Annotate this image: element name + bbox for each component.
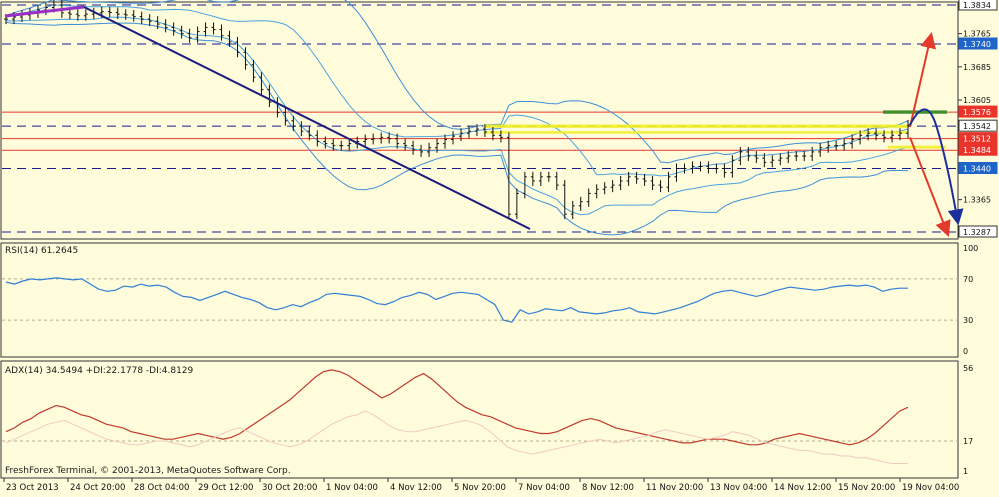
time-label-8: 7 Nov 04:00 xyxy=(518,483,570,493)
downtrend-line xyxy=(83,6,531,230)
green-zone xyxy=(883,110,947,114)
price-box-label-0: 1.3834 xyxy=(963,1,991,10)
rsi-scale-label-2: 30 xyxy=(963,316,973,325)
rsi-scale-label-3: 0 xyxy=(963,347,968,356)
price-box-label-11: 1.3287 xyxy=(963,228,991,237)
yellow-zone-upper xyxy=(483,124,908,128)
price-scale-label-3: 1.3685 xyxy=(963,63,991,72)
price-box-8 xyxy=(958,143,998,156)
rsi-line xyxy=(5,277,908,323)
adx-lines xyxy=(5,369,909,464)
trendlines xyxy=(4,5,531,230)
price-scale-label-10: 1.3365 xyxy=(963,196,991,205)
adx-panel: ADX(14) 34.5494 +DI:22.1778 -DI:4.8129 5… xyxy=(2,364,973,476)
panel-frames xyxy=(0,1,959,479)
forecast-arrow-curve xyxy=(909,108,964,226)
time-label-4: 30 Oct 20:00 xyxy=(262,483,317,493)
price-box-9 xyxy=(958,162,998,175)
adx-series-adx xyxy=(5,369,909,446)
time-label-9: 8 Nov 12:00 xyxy=(582,483,634,493)
time-label-13: 15 Nov 20:00 xyxy=(838,483,895,493)
yellow-zone-right xyxy=(888,145,946,149)
rsi-scale: 100 70 30 0 xyxy=(963,244,978,356)
band-outer-upper xyxy=(5,0,909,164)
price-box-label-7: 1.3512 xyxy=(963,135,991,144)
forecast-arrow-down xyxy=(909,137,951,237)
time-label-2: 28 Oct 04:00 xyxy=(134,483,189,493)
time-label-12: 14 Nov 12:00 xyxy=(774,483,831,493)
price-box-label-8: 1.3484 xyxy=(963,146,991,155)
price-box-6 xyxy=(958,119,998,132)
price-box-label-5: 1.3576 xyxy=(963,108,991,117)
time-label-11: 13 Nov 04:00 xyxy=(710,483,767,493)
price-frame xyxy=(0,1,959,240)
adx-scale-label-1: 17 xyxy=(963,437,973,446)
rsi-scale-label-0: 100 xyxy=(963,244,978,253)
adx-frame xyxy=(0,360,959,479)
price-box-5 xyxy=(958,105,998,118)
adx-scale-label-0: 56 xyxy=(963,364,973,373)
price-bars xyxy=(4,0,910,220)
magenta-trendline xyxy=(4,5,85,18)
adx-series-di_plus xyxy=(5,410,908,464)
time-label-1: 24 Oct 20:00 xyxy=(70,483,125,493)
price-box-11 xyxy=(958,225,998,238)
rsi-frame xyxy=(0,242,959,358)
price-scale-label-1: 1.3765 xyxy=(963,30,991,39)
price-box-label-6: 1.3542 xyxy=(963,122,991,131)
yellow-zone-lower xyxy=(483,131,908,134)
time-label-5: 1 Nov 04:00 xyxy=(326,483,378,493)
price-box-7 xyxy=(958,132,998,145)
adx-scale-label-2: 1 xyxy=(963,467,968,476)
time-label-7: 5 Nov 20:00 xyxy=(454,483,506,493)
forecast-arrows xyxy=(909,32,964,237)
footer-copyright: FreshForex Terminal, © 2001-2013, MetaQu… xyxy=(5,466,291,476)
forecast-arrow-up xyxy=(909,32,937,128)
time-axis: 23 Oct 2013 24 Oct 20:00 28 Oct 04:00 29 Oc… xyxy=(3,478,959,493)
band-outer-lower xyxy=(5,21,909,236)
time-label-0: 23 Oct 2013 xyxy=(6,483,59,493)
price-box-label-2: 1.3740 xyxy=(963,40,991,49)
price-box-2 xyxy=(958,37,998,50)
time-label-6: 4 Nov 12:00 xyxy=(390,483,442,493)
rsi-title: RSI(14) 61.2645 xyxy=(5,246,78,256)
rsi-series xyxy=(5,277,908,323)
rsi-panel: RSI(14) 61.2645 100 70 30 0 xyxy=(2,244,978,356)
band-inner-upper xyxy=(5,4,909,177)
highlight-zones xyxy=(483,110,947,149)
adx-title: ADX(14) 34.5494 +DI:22.1778 -DI:4.8129 xyxy=(5,366,194,376)
time-label-10: 11 Nov 20:00 xyxy=(646,483,703,493)
time-label-14: 19 Nov 04:00 xyxy=(902,483,959,493)
price-scale-label-4: 1.3605 xyxy=(963,96,991,105)
price-box-0 xyxy=(958,0,998,11)
price-box-label-9: 1.3440 xyxy=(963,165,991,174)
rsi-scale-label-1: 70 xyxy=(963,275,973,284)
adx-scale: 56 17 1 xyxy=(963,364,973,476)
time-label-3: 29 Oct 12:00 xyxy=(198,483,253,493)
